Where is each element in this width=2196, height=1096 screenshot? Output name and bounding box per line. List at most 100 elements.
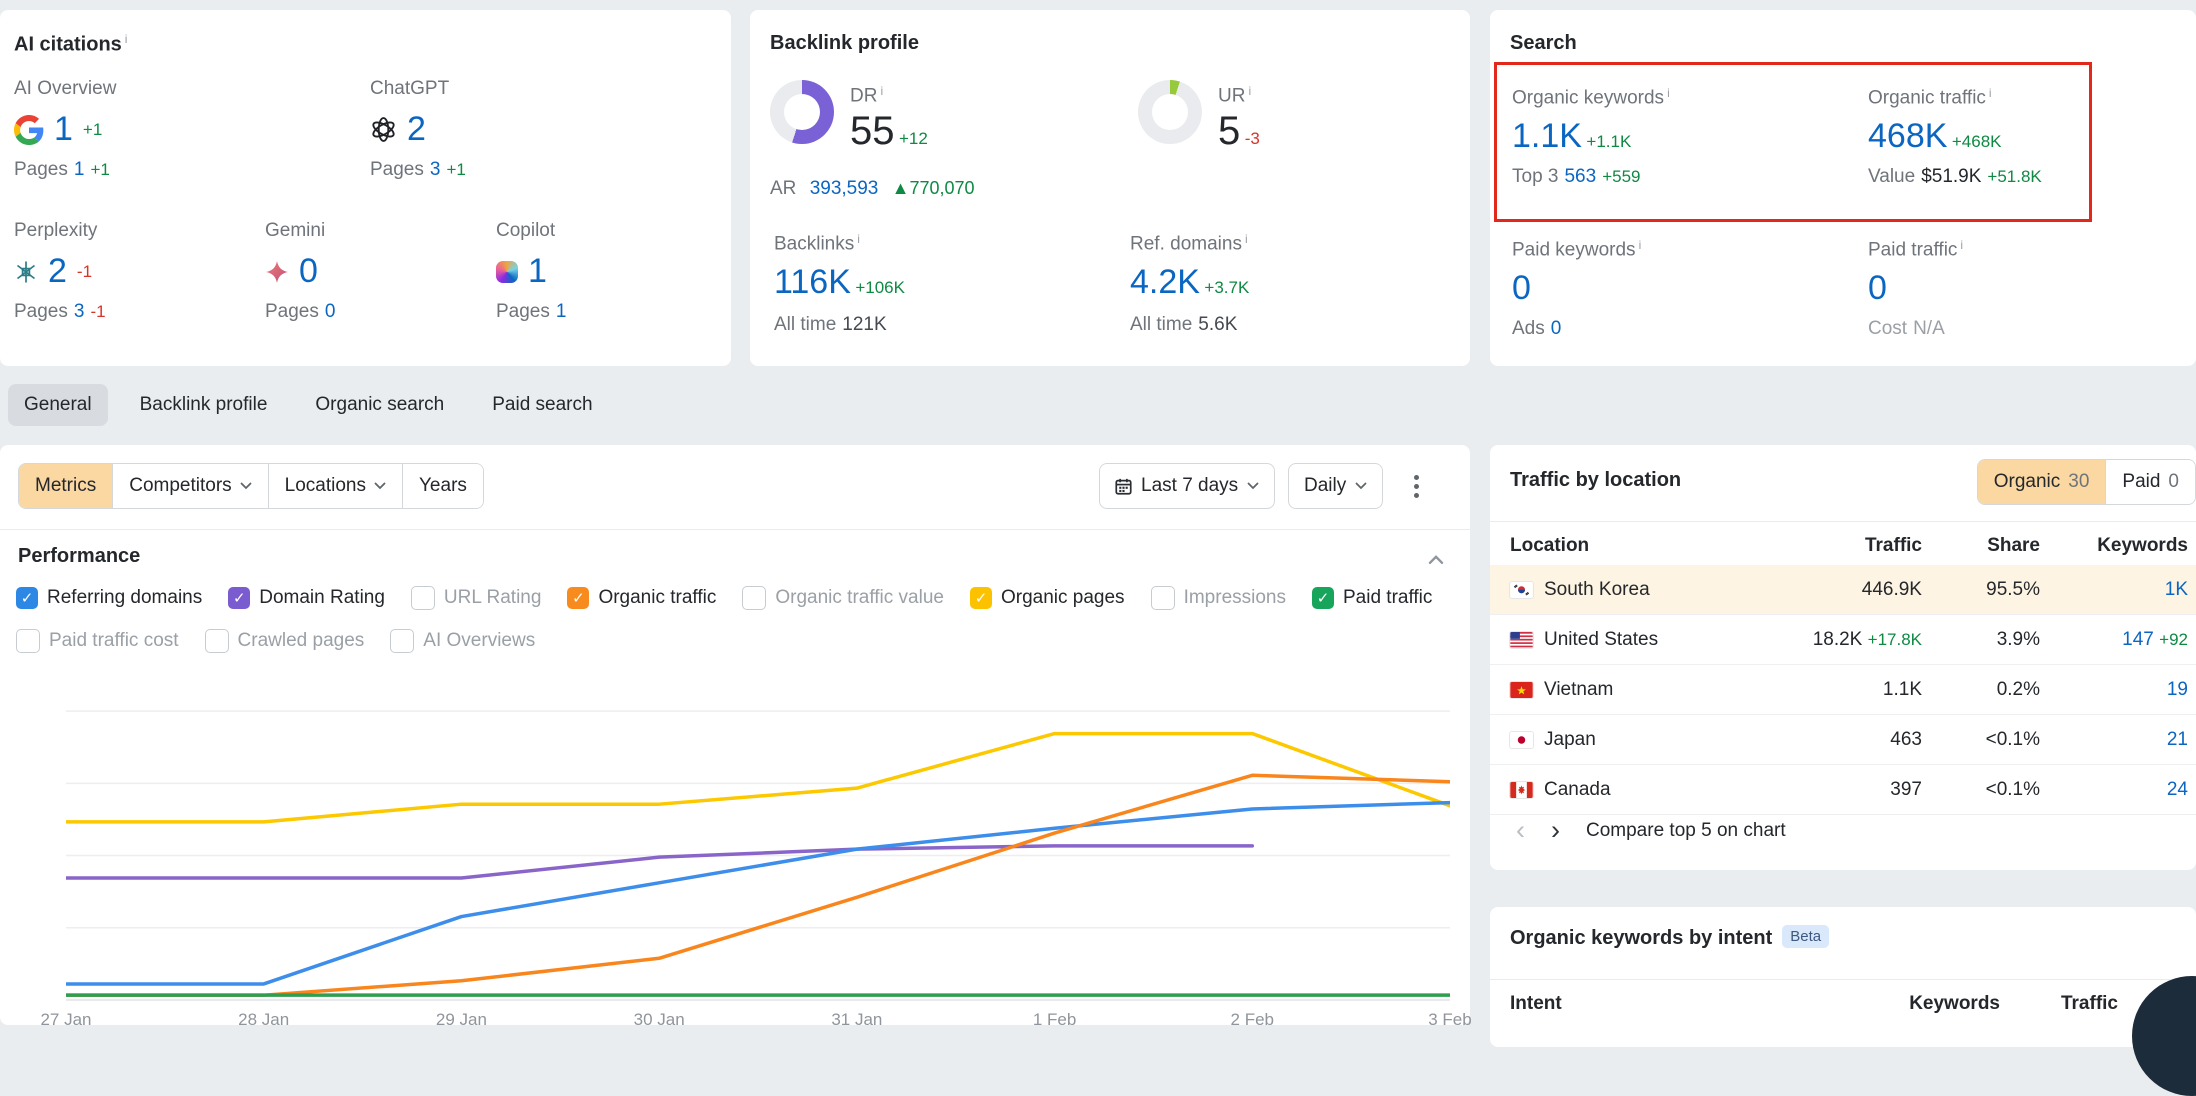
info-icon[interactable]: i — [880, 84, 883, 98]
column-intent: Intent — [1490, 993, 1850, 1015]
chevron-down-icon — [240, 482, 252, 490]
chart-filter-group: Metrics Competitors Locations Years — [18, 463, 484, 509]
metric-checkbox-crawled-pages[interactable]: Crawled pages — [205, 629, 365, 653]
keywords-link[interactable]: 1K — [2165, 579, 2188, 600]
table-header: Intent Keywords Traffic — [1490, 987, 2196, 1021]
keywords-link[interactable]: 21 — [2167, 729, 2188, 750]
metric-value: 1 — [54, 110, 73, 149]
date-range-button[interactable]: Last 7 days — [1099, 463, 1275, 509]
metric-backlinks: Backlinksi 116K +106K All time121K — [774, 232, 905, 336]
gemini-icon — [265, 260, 289, 284]
flag-united-states-icon — [1510, 632, 1533, 648]
metric-checkbox-organic-pages[interactable]: ✓Organic pages — [970, 587, 1125, 609]
info-icon[interactable]: i — [857, 232, 860, 246]
section-title: Performance — [18, 545, 140, 568]
checkbox — [205, 629, 229, 653]
previous-page-icon[interactable]: ‹ — [1516, 817, 1525, 844]
beta-badge: Beta — [1782, 925, 1829, 948]
metric-value: 2 — [48, 252, 67, 291]
metric-organic-traffic: Organic traffici 468K +468K Value$51.9K+… — [1868, 86, 2048, 188]
chevron-down-icon — [1355, 482, 1367, 490]
table-row-united-states[interactable]: United States 18.2K +17.8K 3.9% 147 +92 — [1490, 615, 2196, 665]
location-table: South Korea 446.9K 95.5% 1K United State… — [1490, 565, 2196, 815]
tab-paid-search[interactable]: Paid search — [476, 384, 608, 426]
performance-line-chart[interactable] — [66, 673, 1450, 1007]
column-share: Share — [1922, 535, 2040, 557]
metric-delta: +1 — [83, 120, 102, 140]
info-icon[interactable]: i — [1245, 232, 1248, 246]
traffic-by-location-panel: Traffic by location Organic30 Paid0 Loca… — [1490, 445, 2196, 870]
organic-paid-toggle: Organic30 Paid0 — [1977, 459, 2196, 505]
metric-value: 0 — [299, 252, 318, 291]
keywords-link[interactable]: 147 — [2122, 629, 2154, 650]
metric-checkbox-impressions[interactable]: Impressions — [1151, 586, 1286, 610]
checkbox — [16, 629, 40, 653]
x-axis-label: 3 Feb — [1410, 1010, 1490, 1030]
ur-gauge — [1138, 80, 1202, 144]
ar-row: AR 393,593 ▲770,070 — [770, 178, 975, 200]
chevron-down-icon — [374, 482, 386, 490]
table-row-vietnam[interactable]: Vietnam 1.1K 0.2% 19 — [1490, 665, 2196, 715]
next-page-icon[interactable]: › — [1551, 817, 1560, 844]
toggle-paid[interactable]: Paid0 — [2105, 460, 2195, 504]
info-icon[interactable]: i — [1989, 86, 1992, 100]
metric-checkbox-url-rating[interactable]: URL Rating — [411, 586, 542, 610]
chevron-down-icon — [1247, 482, 1259, 490]
search-panel: Search Organic keywordsi 1.1K +1.1K Top … — [1490, 10, 2196, 366]
tab-organic-search[interactable]: Organic search — [299, 384, 460, 426]
toggle-organic[interactable]: Organic30 — [1978, 460, 2106, 504]
calendar-icon — [1115, 478, 1132, 495]
tab-general[interactable]: General — [8, 384, 108, 426]
x-axis-label: 31 Jan — [817, 1010, 897, 1030]
keywords-link[interactable]: 24 — [2167, 779, 2188, 800]
chatgpt-icon — [370, 116, 397, 143]
table-row-canada[interactable]: Canada 397 <0.1% 24 — [1490, 765, 2196, 815]
checkbox: ✓ — [16, 587, 38, 609]
ur-value: 5 — [1218, 109, 1240, 153]
metric-chatgpt: ChatGPT 2 Pages3+1 — [370, 78, 670, 181]
checkbox — [1151, 586, 1175, 610]
metric-checkbox-paid-traffic-cost[interactable]: Paid traffic cost — [16, 629, 179, 653]
table-row-south-korea[interactable]: South Korea 446.9K 95.5% 1K — [1490, 565, 2196, 615]
backlink-profile-panel: Backlink profile DRi 55 +12 AR 393,593 ▲… — [750, 10, 1470, 366]
checkbox — [390, 629, 414, 653]
metric-value: 2 — [407, 110, 426, 149]
checkbox — [411, 586, 435, 610]
checkbox: ✓ — [970, 587, 992, 609]
checkbox: ✓ — [1312, 587, 1334, 609]
keywords-link[interactable]: 19 — [2167, 679, 2188, 700]
filter-competitors[interactable]: Competitors — [113, 464, 268, 508]
checkbox: ✓ — [567, 587, 589, 609]
metric-checkbox-organic-traffic[interactable]: ✓Organic traffic — [567, 587, 716, 609]
info-icon[interactable]: i — [125, 32, 128, 46]
metric-organic-keywords: Organic keywordsi 1.1K +1.1K Top 3563+55… — [1512, 86, 1670, 188]
performance-panel: Metrics Competitors Locations Years Last… — [0, 445, 1470, 1025]
chart-x-axis: 27 Jan28 Jan29 Jan30 Jan31 Jan1 Feb2 Feb… — [0, 1010, 1470, 1025]
filter-locations[interactable]: Locations — [269, 464, 403, 508]
panel-title: Organic keywords by intent — [1510, 927, 1772, 949]
table-row-japan[interactable]: Japan 463 <0.1% 21 — [1490, 715, 2196, 765]
filter-metrics[interactable]: Metrics — [19, 464, 113, 508]
metric-ref-domains: Ref. domainsi 4.2K +3.7K All time5.6K — [1130, 232, 1249, 336]
keywords-by-intent-panel: Organic keywords by intent Beta Intent Ke… — [1490, 907, 2196, 1047]
metric-checkbox-referring-domains[interactable]: ✓Referring domains — [16, 587, 202, 609]
granularity-button[interactable]: Daily — [1288, 463, 1383, 509]
flag-south-korea-icon — [1510, 582, 1533, 598]
filter-years[interactable]: Years — [403, 464, 483, 508]
x-axis-label: 28 Jan — [224, 1010, 304, 1030]
info-icon[interactable]: i — [1960, 238, 1963, 252]
table-header: Location Traffic Share Keywords — [1490, 529, 2196, 563]
info-icon[interactable]: i — [1639, 238, 1642, 252]
compare-top5-link[interactable]: Compare top 5 on chart — [1586, 820, 1786, 842]
metric-checkbox-paid-traffic[interactable]: ✓Paid traffic — [1312, 587, 1432, 609]
tab-backlink-profile[interactable]: Backlink profile — [124, 384, 284, 426]
metric-checkbox-ai-overviews[interactable]: AI Overviews — [390, 629, 535, 653]
metric-checkbox-organic-traffic-value[interactable]: Organic traffic value — [742, 586, 944, 610]
metric-ai-overview: AI Overview 1 +1 Pages1+1 — [14, 78, 314, 181]
metric-checkbox-domain-rating[interactable]: ✓Domain Rating — [228, 587, 385, 609]
more-options-button[interactable] — [1408, 469, 1425, 504]
info-icon[interactable]: i — [1248, 84, 1251, 98]
x-axis-label: 27 Jan — [26, 1010, 106, 1030]
collapse-section-icon[interactable] — [1428, 549, 1444, 567]
info-icon[interactable]: i — [1667, 86, 1670, 100]
